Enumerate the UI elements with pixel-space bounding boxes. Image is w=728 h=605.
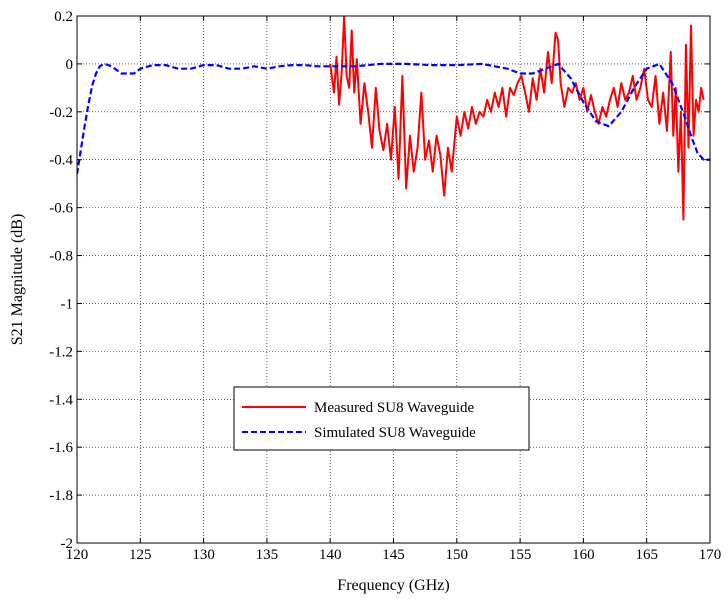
legend-label-simulated: Simulated SU8 Waveguide (314, 425, 476, 441)
x-tick-label: 140 (319, 547, 342, 563)
x-axis-label: Frequency (GHz) (337, 577, 449, 594)
y-axis-label: S21 Magnitude (dB) (9, 214, 26, 346)
x-axis-tick-labels: 120 125 130 135 140 145 150 155 160 165 170 (66, 547, 722, 563)
x-tick-label: 125 (129, 547, 152, 563)
grid (77, 16, 710, 543)
legend-box (233, 386, 530, 451)
x-tick-label: 130 (192, 547, 215, 563)
series-line-measured (329, 16, 705, 221)
y-tick-label: 0 (66, 57, 74, 73)
y-tick-label: -1.4 (49, 392, 73, 408)
axis-ticks (76, 15, 711, 544)
y-tick-label: -1.2 (49, 344, 73, 360)
x-tick-label: 150 (446, 547, 469, 563)
y-tick-label: -1.6 (49, 440, 73, 456)
y-axis-tick-labels: 0.2 0 -0.2 -0.4 -0.6 -0.8 -1 -1.2 -1.4 -1.6 -1.8 -2 (49, 9, 73, 552)
y-tick-label: -0.8 (49, 249, 73, 265)
y-tick-label: -0.2 (49, 105, 73, 121)
y-tick-label: -1 (61, 296, 74, 312)
y-tick-label: -0.6 (49, 201, 73, 217)
x-tick-label: 170 (699, 547, 722, 563)
x-tick-label: 120 (66, 547, 89, 563)
x-tick-label: 145 (382, 547, 405, 563)
y-tick-label: -1.8 (49, 488, 73, 504)
series-layer (77, 16, 710, 221)
legend: Measured SU8 Waveguide Simulated SU8 Wav… (233, 386, 530, 451)
x-tick-label: 155 (509, 547, 532, 563)
y-tick-label: -2 (61, 536, 74, 552)
x-tick-label: 135 (256, 547, 279, 563)
legend-label-measured: Measured SU8 Waveguide (314, 400, 474, 416)
x-tick-label: 160 (572, 547, 595, 563)
series-line-simulated (77, 62, 710, 175)
y-tick-label: -0.4 (49, 153, 73, 169)
y-tick-label: 0.2 (54, 9, 73, 25)
x-tick-label: 165 (635, 547, 658, 563)
